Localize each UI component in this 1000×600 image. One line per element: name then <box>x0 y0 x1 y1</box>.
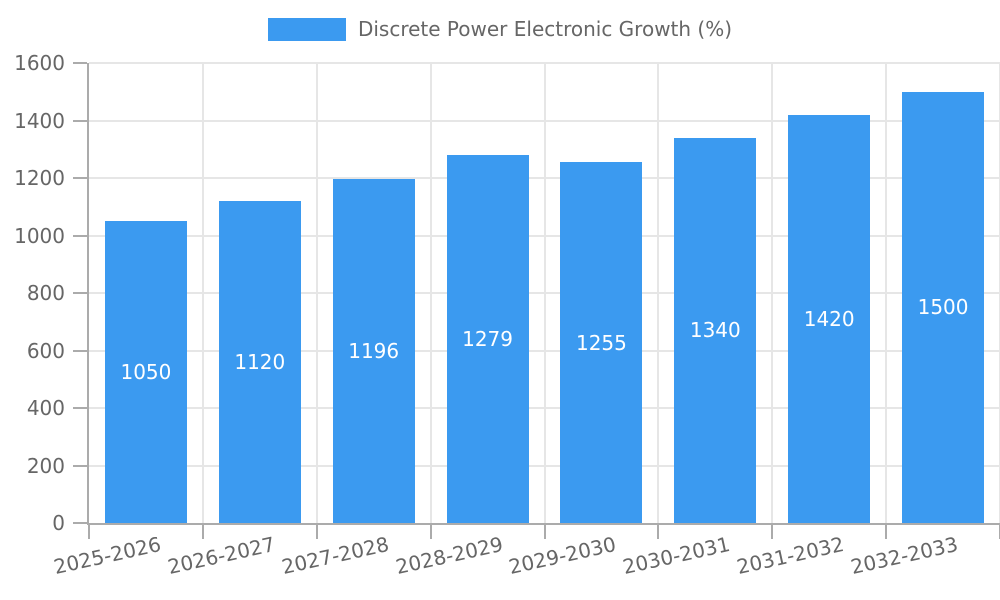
x-axis-tick <box>885 525 888 539</box>
bar[interactable] <box>788 114 871 523</box>
x-tick-label: 2029-2030 <box>507 532 619 580</box>
y-axis-tick <box>73 292 87 294</box>
x-axis-tick <box>657 525 660 539</box>
y-tick-label: 1000 <box>14 223 65 248</box>
y-tick-label: 400 <box>26 396 65 420</box>
y-tick-label: 600 <box>26 338 65 363</box>
y-axis-tick <box>73 234 87 237</box>
y-tick-label: 1400 <box>14 108 65 133</box>
bar[interactable] <box>446 155 529 523</box>
bar-value-label: 1255 <box>575 330 627 355</box>
bar[interactable] <box>332 179 415 523</box>
y-axis-tick <box>73 62 87 64</box>
bar-value-label: 1279 <box>462 327 514 352</box>
x-axis-tick <box>201 525 204 539</box>
x-axis-tick <box>543 525 546 539</box>
x-grid-line <box>771 63 774 523</box>
x-grid-line <box>429 63 432 523</box>
bar-value-label: 1196 <box>348 339 400 364</box>
y-axis-tick <box>73 407 87 409</box>
y-tick-label: 200 <box>26 453 65 478</box>
x-tick-label: 2031-2032 <box>734 532 847 580</box>
legend-label: Discrete Power Electronic Growth (%) <box>357 17 733 41</box>
x-grid-line <box>657 63 660 523</box>
x-grid-line <box>543 63 546 523</box>
x-grid-line <box>201 63 204 523</box>
x-axis-tick <box>429 525 432 539</box>
bar-value-label: 1420 <box>803 306 855 331</box>
bar-value-label: 1050 <box>120 360 172 385</box>
plot-area: 0 200 400 600 800 1000 1200 1400 1600 1050 2025-20… <box>14 51 1000 579</box>
chart-legend[interactable]: Discrete Power Electronic Growth (%) <box>0 17 1000 41</box>
y-tick-label: 0 <box>52 511 65 535</box>
bar[interactable] <box>560 162 643 523</box>
x-axis-tick <box>88 525 90 539</box>
x-tick-label: 2032-2033 <box>848 532 961 580</box>
legend-color-swatch <box>267 17 346 41</box>
y-axis-tick <box>73 349 87 352</box>
x-axis-tick <box>771 525 774 539</box>
x-grid-line <box>885 63 888 523</box>
bar[interactable] <box>674 137 757 523</box>
bar-value-label: 1340 <box>689 318 741 343</box>
x-tick-label: 2028-2029 <box>393 532 505 580</box>
x-axis-tick <box>315 525 318 539</box>
y-axis-tick <box>73 177 87 179</box>
x-tick-label: 2030-2031 <box>620 532 733 580</box>
y-axis-tick <box>73 119 87 122</box>
y-axis-tick <box>73 464 87 467</box>
y-tick-label: 800 <box>26 281 65 305</box>
bar[interactable] <box>902 91 985 523</box>
x-grid-line <box>315 63 318 523</box>
bar-value-label: 1500 <box>917 295 969 320</box>
bar[interactable] <box>104 221 187 523</box>
y-axis-tick <box>73 522 87 524</box>
y-tick-label: 1200 <box>14 166 65 190</box>
bar-value-label: 1120 <box>234 350 286 374</box>
bar[interactable] <box>218 201 301 523</box>
y-tick-label: 1600 <box>14 51 65 75</box>
x-tick-label: 2027-2028 <box>279 532 391 580</box>
x-tick-label: 2026-2027 <box>165 532 278 580</box>
x-tick-label: 2025-2026 <box>51 532 164 580</box>
